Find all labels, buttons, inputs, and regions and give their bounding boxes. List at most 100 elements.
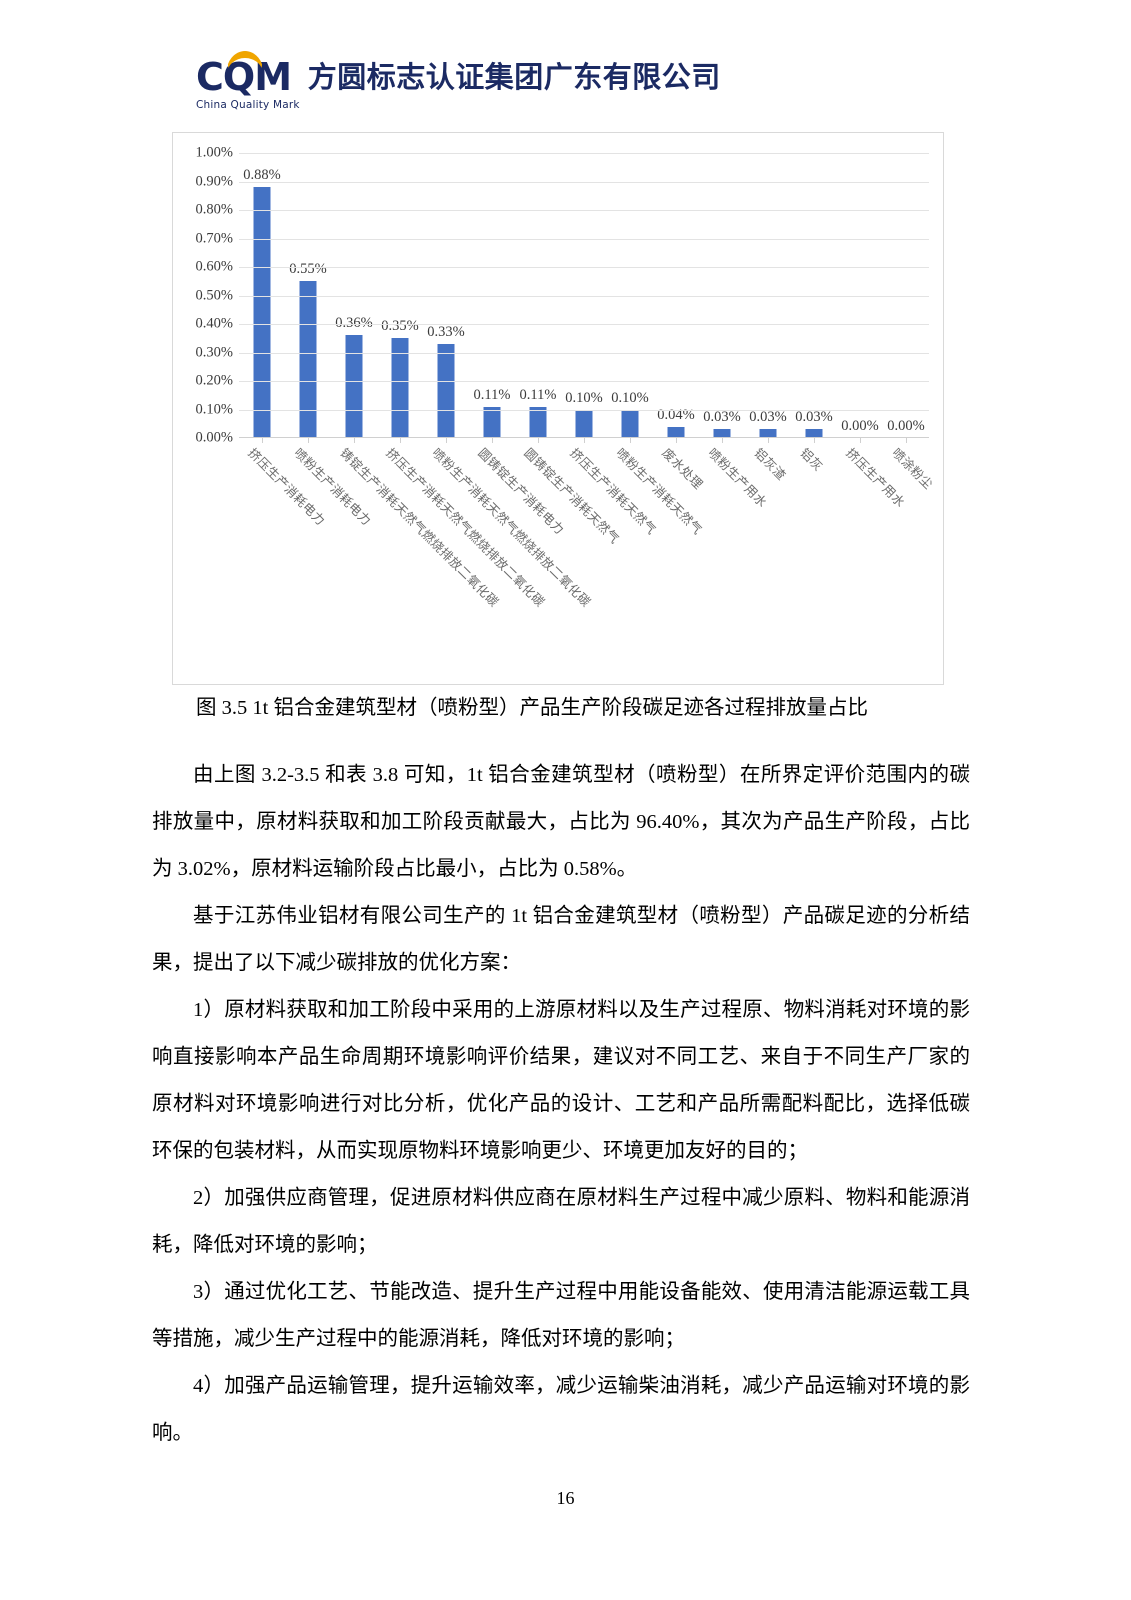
y-tick-label: 0.30% — [195, 344, 233, 360]
bar-slot: 0.33% — [423, 153, 469, 443]
paragraph-1: 由上图 3.2-3.5 和表 3.8 可知，1t 铝合金建筑型材（喷粉型）在所界… — [152, 764, 970, 880]
y-tick-label: 0.40% — [195, 315, 233, 332]
bar-slot: 0.11% — [469, 153, 515, 443]
bar-slot: 0.00% — [837, 153, 883, 443]
gridline — [239, 210, 929, 211]
bar — [345, 335, 363, 438]
y-tick-label: 1.00% — [195, 144, 233, 161]
bar-slot: 0.35% — [377, 153, 423, 443]
paragraph-4: 2）加强供应商管理，促进原材料供应商在原材料生产过程中减少原料、物料和能源消耗，… — [152, 1187, 970, 1256]
x-tick — [446, 438, 447, 443]
paragraph-2: 基于江苏伟业铝材有限公司生产的 1t 铝合金建筑型材（喷粉型）产品碳足迹的分析结… — [152, 905, 970, 974]
bar-value-label: 0.88% — [243, 167, 281, 184]
bar-value-label: 0.00% — [841, 418, 879, 434]
bar — [437, 343, 455, 438]
plot-area: 0.88% 0.55% 0.36% 0.35% 0.33% 0.11% 0.11% 0.10%… — [239, 153, 929, 443]
logo-tagline: China Quality Mark — [196, 99, 300, 111]
bar-slot: 0.03% — [745, 153, 791, 443]
x-tick — [630, 438, 631, 443]
bar-value-label: 0.04% — [657, 406, 695, 423]
company-name-cn: 方圆标志认证集团广东有限公司 — [307, 60, 721, 94]
bar-slot: 0.36% — [331, 153, 377, 443]
bar — [667, 426, 685, 438]
y-tick-label: 0.80% — [195, 201, 233, 218]
x-tick — [676, 438, 677, 443]
gridline — [239, 381, 929, 382]
x-tick — [354, 438, 355, 443]
x-tick — [262, 438, 263, 443]
x-category-label: 铝灰渣 — [751, 445, 789, 483]
bar-slot: 0.10% — [561, 153, 607, 443]
x-tick — [492, 438, 493, 443]
bar-value-label: 0.55% — [289, 261, 327, 278]
bar-value-label: 0.03% — [703, 409, 741, 426]
bar-chart: 0.00% 0.10% 0.20% 0.30% 0.40% 0.50% 0.60% 0.70%… — [172, 132, 944, 685]
bar — [529, 406, 547, 438]
bar — [759, 429, 777, 438]
bar-value-label: 0.11% — [519, 386, 557, 403]
y-tick-label: 0.20% — [195, 372, 233, 389]
x-category-label: 铝灰 — [797, 445, 826, 474]
gridline — [239, 352, 929, 354]
x-tick — [768, 438, 769, 443]
cqm-wordmark: CQM — [196, 51, 292, 96]
page-number: 16 — [556, 1488, 575, 1508]
bar — [299, 281, 317, 438]
x-tick — [308, 438, 309, 443]
gridline — [239, 267, 929, 268]
y-tick-label: 0.50% — [195, 287, 233, 303]
bar-slot: 0.03% — [699, 153, 745, 443]
x-tick — [814, 438, 815, 443]
bar-value-label: 0.11% — [473, 386, 511, 403]
x-axis-line — [239, 437, 929, 438]
bar — [713, 429, 731, 438]
bar-value-label: 0.03% — [749, 409, 787, 426]
y-tick-label: 0.10% — [195, 401, 233, 417]
bar-value-label: 0.00% — [887, 418, 925, 434]
bar-value-label: 0.03% — [795, 409, 833, 426]
swoosh-icon — [226, 51, 264, 74]
bar — [391, 338, 409, 438]
gridline — [239, 324, 929, 325]
cqm-logo-mark: CQM China Quality Mark — [196, 51, 300, 111]
gridline — [239, 153, 929, 154]
y-tick-label: 0.60% — [195, 258, 233, 275]
gridline — [239, 181, 929, 183]
y-axis-labels: 0.00% 0.10% 0.20% 0.30% 0.40% 0.50% 0.60% 0.70%… — [173, 145, 237, 446]
figure-caption: 图 3.5 1t 铝合金建筑型材（喷粉型）产品生产阶段碳足迹各过程排放量占比 — [196, 697, 868, 719]
bar — [805, 429, 823, 438]
x-tick — [584, 438, 585, 443]
y-tick-label: 0.70% — [195, 230, 233, 246]
bar-slot: 0.11% — [515, 153, 561, 443]
body-text: 由上图 3.2-3.5 和表 3.8 可知，1t 铝合金建筑型材（喷粉型）在所界… — [152, 752, 970, 1457]
bar-slot: 0.04% — [653, 153, 699, 443]
paragraph-3: 1）原材料获取和加工阶段中采用的上游原材料以及生产过程原、物料消耗对环境的影响直… — [152, 999, 970, 1162]
bar-value-label: 0.35% — [381, 318, 419, 335]
gridline — [239, 238, 929, 240]
bar — [575, 409, 593, 438]
bar — [253, 187, 271, 438]
bar-value-label: 0.10% — [611, 389, 649, 406]
gridline — [239, 409, 929, 411]
bar-series: 0.88% 0.55% 0.36% 0.35% 0.33% 0.11% 0.11% 0.10%… — [239, 153, 929, 443]
y-tick-label: 0.90% — [195, 173, 233, 189]
bar-slot: 0.03% — [791, 153, 837, 443]
bar-slot: 0.10% — [607, 153, 653, 443]
bar-value-label: 0.36% — [335, 315, 373, 332]
x-tick — [400, 438, 401, 443]
bar — [483, 406, 501, 438]
paragraph-5: 3）通过优化工艺、节能改造、提升生产过程中用能设备能效、使用清洁能源运载工具等措… — [152, 1281, 970, 1350]
company-logo: CQM China Quality Mark 方圆标志认证集团广东有限公司 — [196, 51, 721, 111]
paragraph-6: 4）加强产品运输管理，提升运输效率，减少运输柴油消耗，减少产品运输对环境的影响。 — [152, 1375, 970, 1444]
bar — [621, 409, 639, 438]
gridline — [239, 295, 929, 297]
x-tick — [722, 438, 723, 443]
x-tick — [538, 438, 539, 443]
y-tick-label: 0.00% — [195, 429, 233, 446]
x-tick — [906, 438, 907, 443]
bar-slot: 0.00% — [883, 153, 929, 443]
x-tick — [860, 438, 861, 443]
bar-slot: 0.55% — [285, 153, 331, 443]
x-axis-category-labels: 挤压生产消耗电力 喷粉生产消耗电力 铸锭生产消耗天然气燃烧排放二氧化碳 挤压生产消耗天… — [239, 443, 935, 673]
